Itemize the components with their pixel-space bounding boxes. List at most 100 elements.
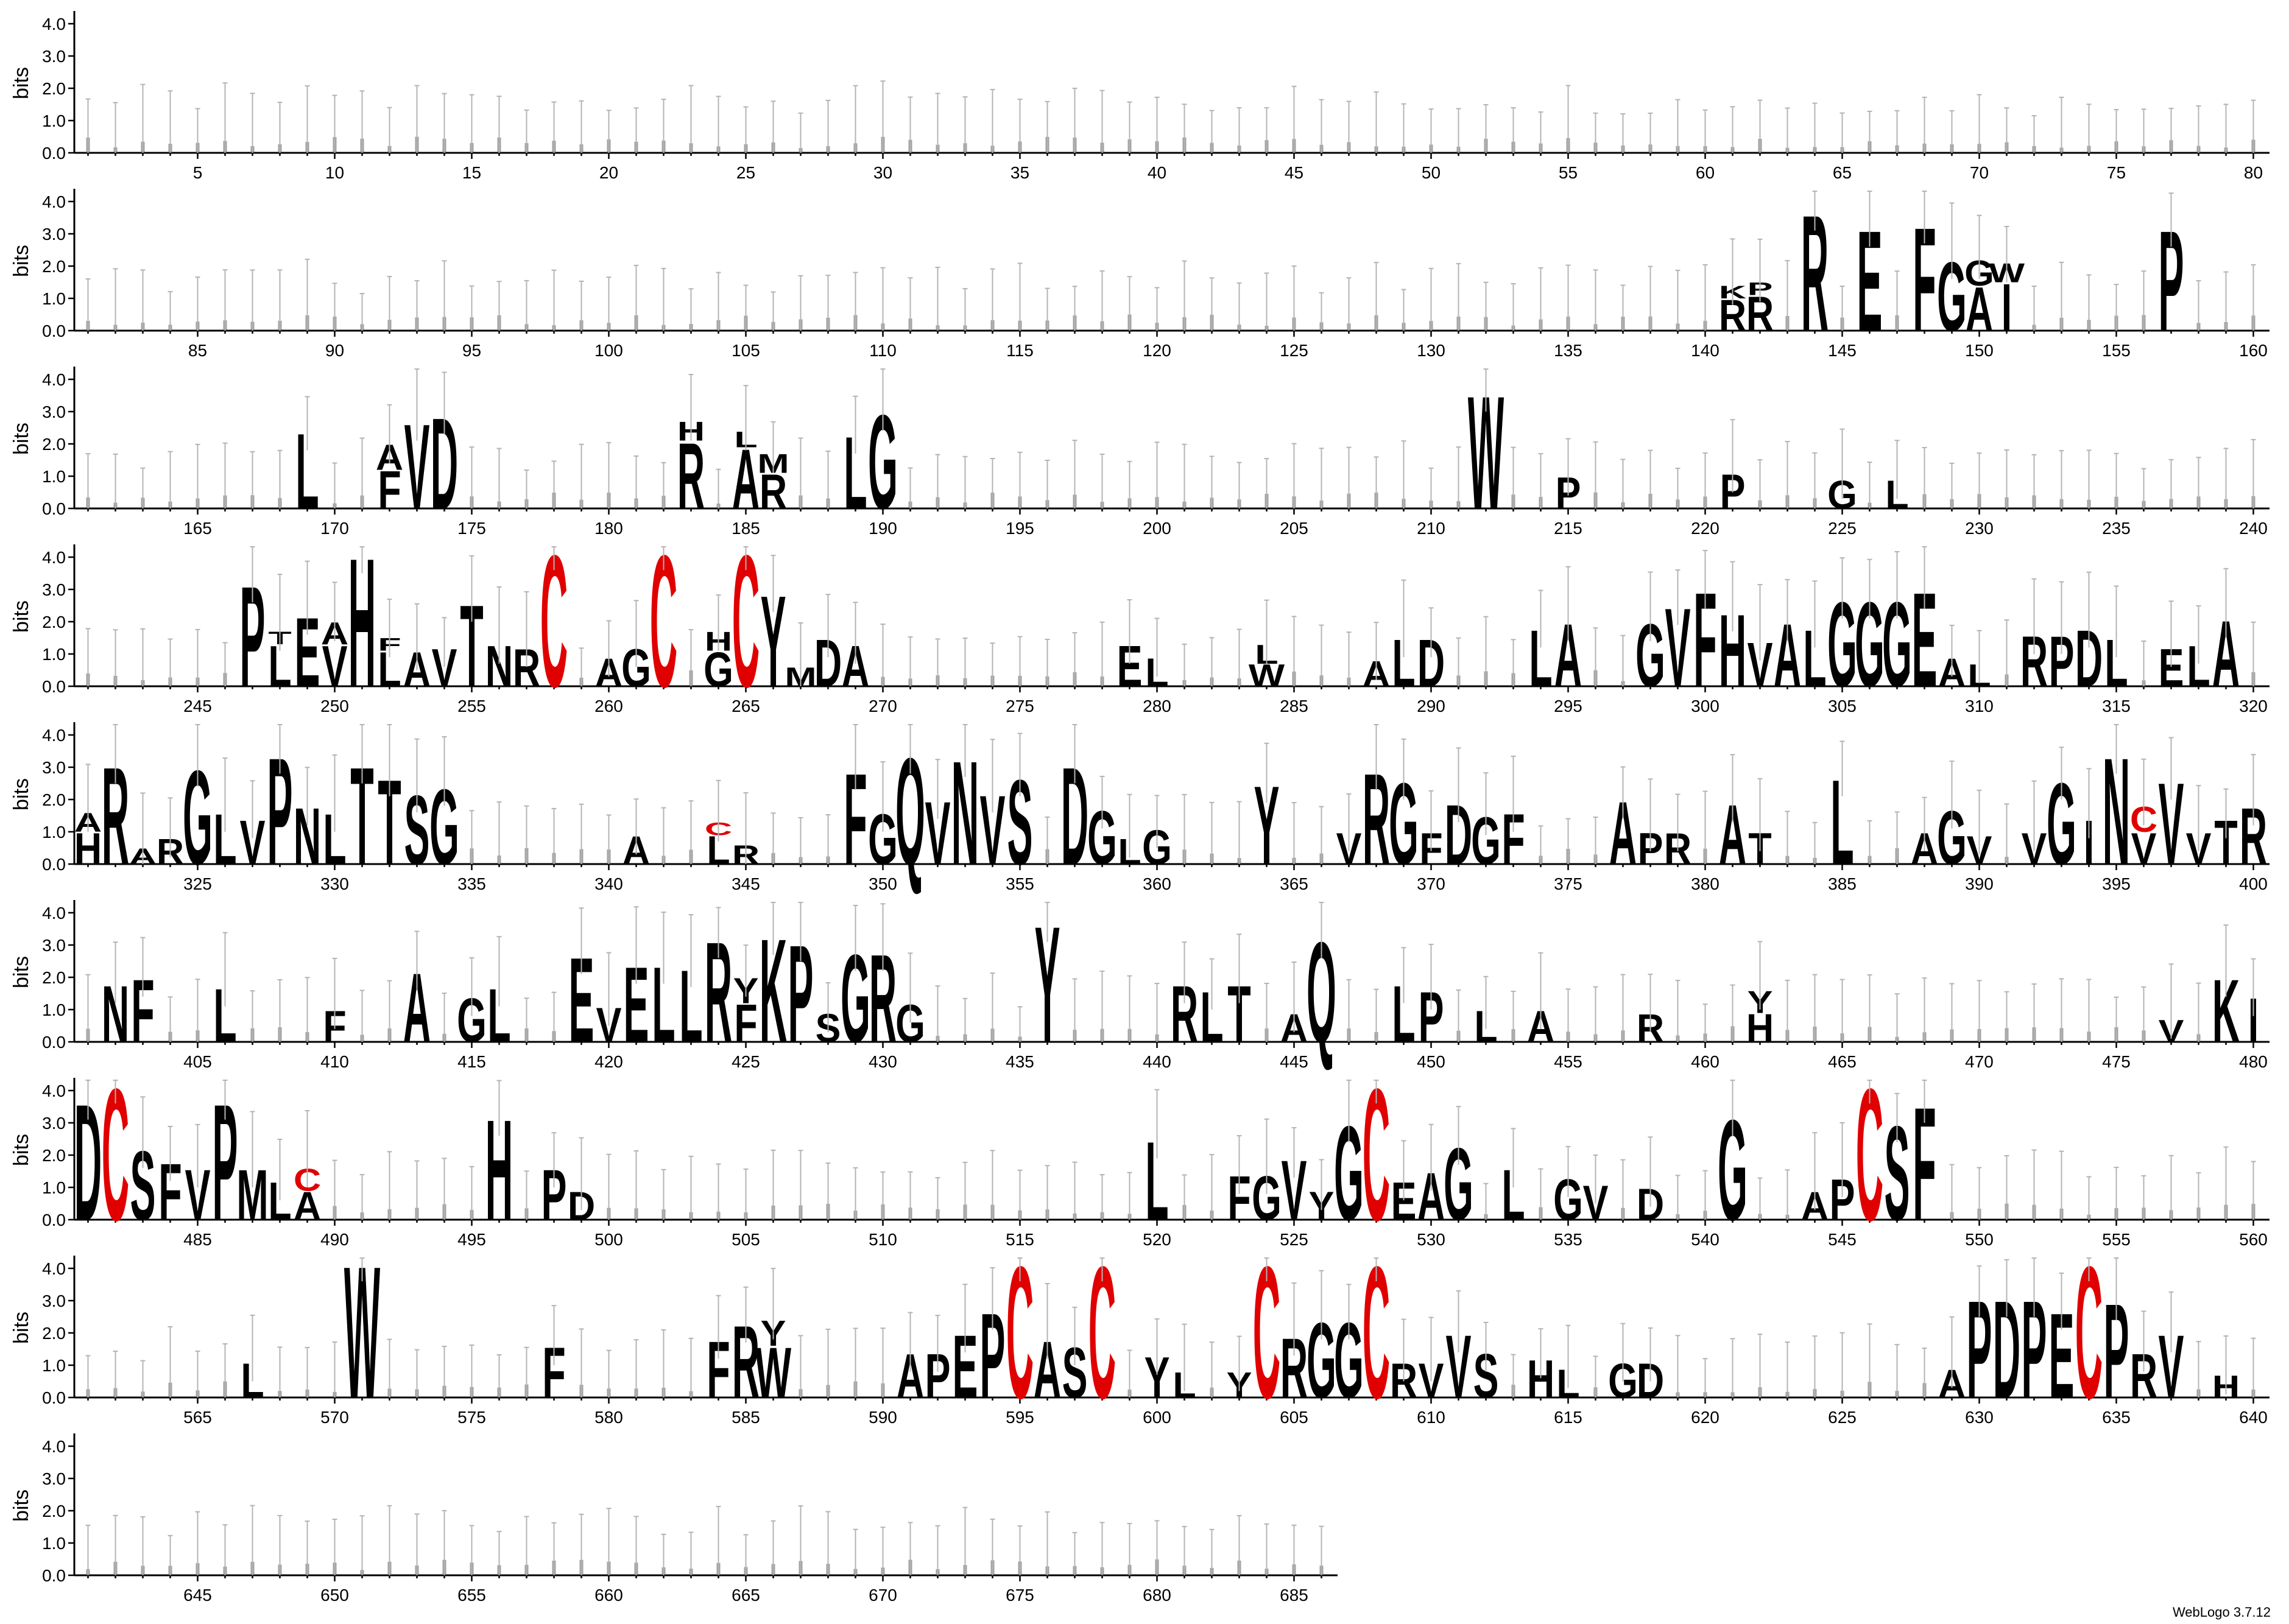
x-tick-label: 565 xyxy=(183,1408,212,1427)
x-tick-label: 585 xyxy=(732,1408,760,1427)
x-tick-label: 195 xyxy=(1006,519,1034,538)
x-tick-label: 560 xyxy=(2239,1230,2268,1249)
y-tick-label: 0.0 xyxy=(42,1388,66,1407)
x-tick-label: 275 xyxy=(1006,697,1034,715)
x-tick-label: 455 xyxy=(1554,1052,1582,1071)
x-tick-label: 490 xyxy=(320,1230,349,1249)
y-axis-label: bits xyxy=(10,956,33,988)
x-tick-label: 415 xyxy=(457,1052,486,1071)
logo-row-2: bits 0.0 1.0 2.0 3.0 4.0 85 90 95 100 105 110 115 120… xyxy=(10,180,2270,366)
y-axis-label: bits xyxy=(10,245,33,277)
x-tick-label: 75 xyxy=(2107,163,2126,182)
x-tick-label: 290 xyxy=(1417,697,1445,715)
x-tick-label: 475 xyxy=(2102,1052,2131,1071)
y-tick-label: 1.0 xyxy=(42,289,66,308)
x-tick-label: 440 xyxy=(1143,1052,1171,1071)
x-tick-label: 315 xyxy=(2102,697,2131,715)
x-tick-label: 280 xyxy=(1143,697,1171,715)
x-tick-label: 60 xyxy=(1696,163,1715,182)
x-tick-label: 425 xyxy=(732,1052,760,1071)
x-tick-label: 635 xyxy=(2102,1408,2131,1427)
x-tick-label: 460 xyxy=(1691,1052,1719,1071)
logo-letter: V xyxy=(322,634,348,699)
x-tick-label: 685 xyxy=(1280,1586,1308,1605)
x-tick-label: 300 xyxy=(1691,697,1719,715)
x-tick-label: 550 xyxy=(1965,1230,1994,1249)
x-tick-label: 95 xyxy=(462,341,481,360)
x-tick-label: 235 xyxy=(2102,519,2131,538)
logo-letter: F xyxy=(734,994,757,1054)
x-tick-label: 210 xyxy=(1417,519,1445,538)
x-tick-label: 505 xyxy=(732,1230,760,1249)
x-tick-label: 545 xyxy=(1828,1230,1857,1249)
x-tick-label: 255 xyxy=(457,697,486,715)
y-tick-label: 1.0 xyxy=(42,1178,66,1197)
x-tick-label: 295 xyxy=(1554,697,1582,715)
x-tick-label: 15 xyxy=(462,163,481,182)
logo-row-4: bits 0.0 1.0 2.0 3.0 4.0 245 250 255 260 265 270 275… xyxy=(10,516,2270,727)
x-tick-label: 110 xyxy=(869,341,897,360)
logo-row-3: bits 0.0 1.0 2.0 3.0 4.0 165 170 175 180 185 190 195… xyxy=(10,363,2270,543)
y-tick-label: 2.0 xyxy=(42,79,66,98)
x-tick-label: 180 xyxy=(594,519,623,538)
x-tick-label: 495 xyxy=(457,1230,486,1249)
x-tick-label: 270 xyxy=(869,697,897,715)
x-tick-label: 380 xyxy=(1691,874,1719,893)
x-tick-label: 520 xyxy=(1143,1230,1171,1249)
logo-letter: H xyxy=(74,824,102,874)
x-tick-label: 85 xyxy=(188,341,207,360)
x-tick-label: 645 xyxy=(183,1586,212,1605)
stack-321: HA xyxy=(74,808,102,874)
x-tick-label: 175 xyxy=(457,519,486,538)
y-tick-label: 3.0 xyxy=(42,1292,66,1310)
x-tick-label: 130 xyxy=(1417,341,1445,360)
y-axis-label: bits xyxy=(10,600,33,633)
x-tick-label: 515 xyxy=(1006,1230,1034,1249)
x-tick-label: 50 xyxy=(1422,163,1441,182)
logo-row-9: bits 0.0 1.0 2.0 3.0 4.0 645 650 655 660 665 670 675… xyxy=(10,1433,1338,1605)
x-tick-label: 70 xyxy=(1970,163,1989,182)
x-tick-label: 385 xyxy=(1828,874,1857,893)
x-tick-label: 10 xyxy=(325,163,344,182)
y-tick-label: 1.0 xyxy=(42,823,66,842)
y-axis-label: bits xyxy=(10,67,33,99)
x-tick-label: 190 xyxy=(869,519,897,538)
y-tick-label: 1.0 xyxy=(42,1000,66,1019)
x-tick-label: 650 xyxy=(320,1586,349,1605)
logo-letter: I xyxy=(2084,808,2094,878)
logo-letter: I xyxy=(2002,271,2012,346)
x-tick-label: 135 xyxy=(1554,341,1582,360)
y-tick-label: 0.0 xyxy=(42,1211,66,1229)
x-tick-label: 365 xyxy=(1280,874,1308,893)
logo-letter: G xyxy=(704,642,733,697)
y-tick-label: 3.0 xyxy=(42,402,66,421)
x-tick-label: 450 xyxy=(1417,1052,1445,1071)
logo-letter: R xyxy=(760,464,787,519)
x-tick-label: 345 xyxy=(732,874,760,893)
logo-letter: V xyxy=(2131,824,2157,874)
x-tick-label: 410 xyxy=(320,1052,349,1071)
y-axis-label: bits xyxy=(10,778,33,810)
x-tick-label: 420 xyxy=(594,1052,623,1071)
x-tick-label: 160 xyxy=(2239,341,2268,360)
x-tick-label: 215 xyxy=(1554,519,1582,538)
stack-150: AG xyxy=(1964,253,1994,345)
x-tick-label: 165 xyxy=(183,519,212,538)
y-tick-label: 4.0 xyxy=(42,1437,66,1456)
x-tick-label: 5 xyxy=(193,163,203,182)
y-tick-label: 4.0 xyxy=(42,548,66,567)
stack-394: I xyxy=(2084,808,2094,878)
y-tick-label: 0.0 xyxy=(42,1566,66,1585)
x-tick-label: 575 xyxy=(457,1408,486,1427)
x-tick-label: 140 xyxy=(1691,341,1719,360)
y-tick-label: 3.0 xyxy=(42,936,66,955)
x-tick-label: 510 xyxy=(869,1230,897,1249)
x-tick-label: 655 xyxy=(457,1586,486,1605)
logo-letter: W xyxy=(755,1333,791,1413)
x-tick-label: 570 xyxy=(320,1408,349,1427)
stack-489: AC xyxy=(294,1163,321,1229)
x-tick-label: 395 xyxy=(2102,874,2131,893)
y-tick-label: 2.0 xyxy=(42,790,66,809)
x-tick-label: 170 xyxy=(320,519,349,538)
